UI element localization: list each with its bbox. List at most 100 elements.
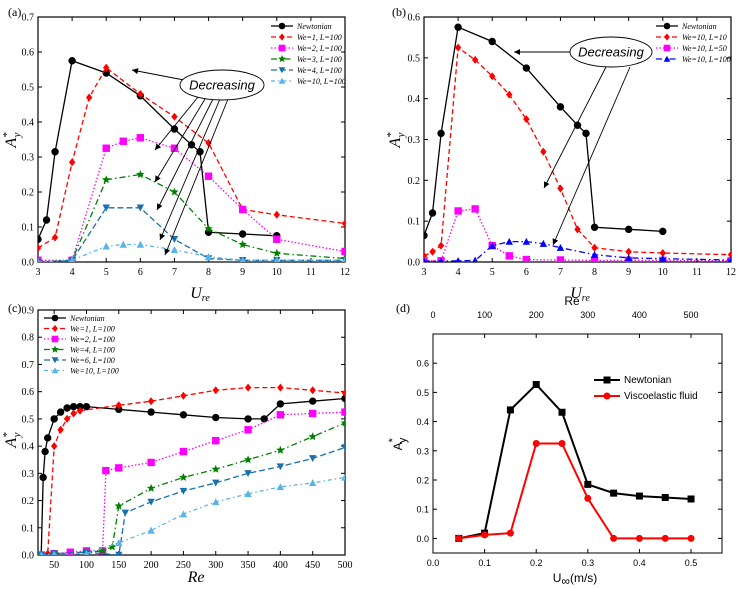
legend-entry: We=10, L=100 xyxy=(70,367,119,376)
data-point xyxy=(276,463,285,471)
x-tick-label: 7 xyxy=(172,267,177,278)
x-tick-label: 4 xyxy=(70,267,75,278)
data-point xyxy=(687,534,695,542)
x-axis-label-main: Re xyxy=(187,569,205,586)
data-point xyxy=(471,205,479,213)
data-point xyxy=(341,408,345,416)
y-axis-label-main: A xyxy=(387,138,404,149)
x-tick-label: 3 xyxy=(36,267,41,278)
data-point xyxy=(505,237,513,245)
data-point xyxy=(69,256,76,262)
data-point xyxy=(276,483,285,491)
data-point xyxy=(659,249,666,258)
data-point xyxy=(523,115,530,124)
x-tick-label: 8 xyxy=(592,267,597,278)
annotation-arrow-head xyxy=(157,203,163,210)
data-point xyxy=(506,529,514,537)
y-axis-label-main: A xyxy=(391,442,405,450)
annotation-arrow-line xyxy=(154,98,206,183)
x-axis-label-sub: ∞ xyxy=(561,574,570,588)
data-point xyxy=(506,406,514,414)
data-point xyxy=(584,480,592,488)
data-point xyxy=(472,256,479,262)
data-point xyxy=(102,175,111,184)
legend-swatch-marker xyxy=(664,33,670,41)
series-line-4 xyxy=(41,446,345,555)
data-point xyxy=(114,501,123,510)
y-tick-label: 0.2 xyxy=(22,188,35,199)
data-point xyxy=(238,240,247,249)
y-tick-label: 0.5 xyxy=(22,83,35,94)
data-point xyxy=(179,487,188,495)
x-tick-label: 6 xyxy=(524,267,529,278)
data-point xyxy=(69,402,78,411)
legend-swatch-marker xyxy=(52,324,58,333)
data-point xyxy=(63,404,71,412)
annotation-ellipse xyxy=(569,36,653,68)
x-tick-label: 5 xyxy=(490,267,495,278)
data-point xyxy=(556,244,565,251)
series-line-1 xyxy=(424,46,731,257)
panel-c: 50 100 150 200 250 300 350 400 450 500 0.0 0.1 0.2 0.… xyxy=(1,301,353,586)
x-tick-label: 12 xyxy=(726,267,736,278)
x-axis-label-main: U xyxy=(553,571,562,585)
y-tick-label: 0.0 xyxy=(22,258,35,269)
data-point xyxy=(38,258,40,262)
data-point xyxy=(687,495,695,503)
data-point xyxy=(238,205,247,214)
data-point xyxy=(540,147,547,156)
data-point xyxy=(471,55,479,64)
decreasing-annotation: Decreasing xyxy=(131,68,265,256)
x-tick-label: 250 xyxy=(176,560,191,571)
series-layer xyxy=(455,381,695,542)
annotation-arrow-line xyxy=(543,66,607,189)
y-tick-label: 0.1 xyxy=(416,505,429,515)
x-axis-label: Ure xyxy=(570,285,590,304)
data-point xyxy=(147,526,155,534)
data-point xyxy=(108,542,117,551)
data-point xyxy=(170,187,179,196)
legend-entry: Newtonian xyxy=(69,314,105,323)
data-point xyxy=(57,425,64,434)
data-point xyxy=(38,235,42,243)
annotation-text: Decreasing xyxy=(189,78,256,93)
legend-swatch-marker xyxy=(663,44,671,52)
data-point xyxy=(146,483,156,492)
data-point xyxy=(136,204,145,212)
data-point xyxy=(342,256,345,262)
x-axis-label-sub: re xyxy=(582,293,591,304)
y-axis-label-sub: y xyxy=(397,437,409,443)
data-point xyxy=(212,498,220,506)
series-line-1 xyxy=(41,386,345,555)
plot-frame xyxy=(37,309,346,556)
data-point xyxy=(85,93,93,102)
data-point xyxy=(44,549,51,555)
y-tick-label: 0.7 xyxy=(22,360,35,371)
plot-frame xyxy=(432,333,723,554)
y-axis-label-sup: * xyxy=(1,132,13,138)
x-tick-label: 5 xyxy=(104,267,109,278)
y-axis-label: A*y xyxy=(385,132,407,149)
annotation-arrow-head xyxy=(159,233,166,240)
y-tick-label: 0.6 xyxy=(22,387,35,398)
panel-label: (c) xyxy=(8,301,21,315)
data-point xyxy=(137,90,144,98)
annotation-arrow-line xyxy=(154,96,199,151)
data-point xyxy=(212,436,220,445)
data-point xyxy=(635,534,643,542)
series-layer xyxy=(38,57,345,262)
data-point xyxy=(424,231,428,240)
data-point xyxy=(661,494,669,502)
data-point xyxy=(244,426,252,434)
data-point xyxy=(522,237,531,245)
y-tick-label: 0.6 xyxy=(416,359,429,369)
data-point xyxy=(582,129,590,138)
y-axis-label-sup: * xyxy=(387,437,399,442)
data-point xyxy=(273,256,280,262)
top-x-tick-label: 100 xyxy=(477,310,492,320)
data-point xyxy=(51,550,57,555)
x-tick-label: 3 xyxy=(422,267,427,278)
data-point xyxy=(489,72,496,81)
legend-entry: Viscoelastic fluid xyxy=(624,391,698,402)
y-tick-label: 0.7 xyxy=(22,13,35,24)
